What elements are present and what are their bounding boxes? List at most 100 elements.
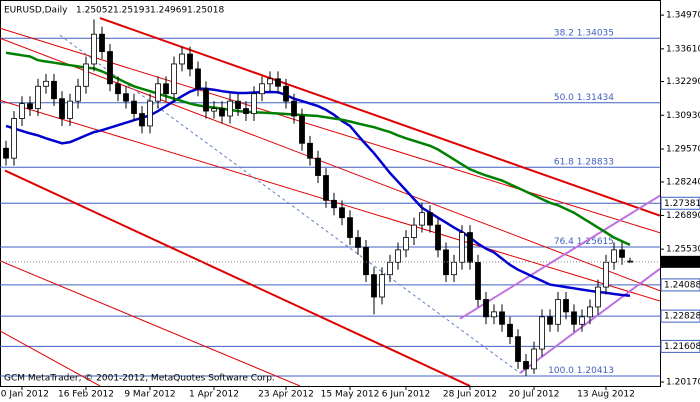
y-tick-label: 1.32290: [666, 77, 700, 87]
candle-body: [83, 63, 89, 87]
candle-body: [75, 85, 81, 102]
candle-body: [227, 100, 233, 117]
candle-body: [619, 249, 625, 258]
candle-body: [435, 224, 441, 251]
candle-body: [3, 147, 9, 159]
candle-body: [419, 212, 425, 226]
x-tick-label: 6 Jun 2012: [382, 390, 430, 400]
candle-body: [459, 232, 465, 263]
fib-label: 61.8 1.28833: [554, 157, 614, 167]
candle-body: [243, 108, 249, 114]
candle-body: [251, 93, 257, 114]
candle-body: [363, 247, 369, 276]
candle-body: [211, 108, 217, 112]
candle-body: [323, 175, 329, 201]
candle-body: [299, 115, 305, 144]
fib-level: 38.2: [554, 28, 574, 38]
candle-body: [547, 316, 553, 325]
x-tick-label: 9 Mar 2012: [124, 390, 175, 400]
trendline: [0, 330, 101, 386]
candle-body: [259, 83, 265, 95]
x-tick-label: 23 Apr 2012: [258, 390, 314, 400]
quote-low: 1.24969: [150, 6, 187, 16]
current-price-tag: [661, 255, 700, 268]
candle-body: [123, 93, 129, 102]
candle-body: [339, 207, 345, 219]
trendline: [99, 17, 660, 217]
candle-body: [147, 100, 153, 127]
price-tag: [660, 278, 700, 292]
candle-body: [35, 85, 41, 109]
candle-body: [443, 249, 449, 276]
price-tag-label: 1.24088: [664, 280, 700, 290]
candle-body: [531, 348, 537, 370]
current-price-label: 1.25018: [664, 257, 700, 267]
trendline: [459, 194, 660, 320]
candle-body: [275, 78, 281, 87]
candle-body: [267, 78, 273, 85]
plot-area: [0, 0, 661, 387]
candle-body: [411, 224, 417, 238]
candle-body: [203, 88, 209, 112]
candle-body: [291, 100, 297, 117]
fib-label: 38.2 1.34035: [554, 28, 614, 38]
y-tick-label: 1.20170: [666, 378, 700, 388]
candle-body: [451, 261, 457, 276]
quote-close: 1.25018: [187, 6, 224, 16]
candle-body: [587, 306, 593, 318]
y-tick-label: 1.29570: [666, 144, 700, 154]
fib-level: 100.0: [548, 366, 574, 376]
fib-label: 100.0 1.20413: [548, 366, 614, 376]
fib-level: 50.0: [554, 92, 574, 102]
x-tick-label: 16 Feb 2012: [58, 390, 114, 400]
candle-body: [91, 33, 97, 65]
candle-body: [563, 299, 569, 313]
candle-body: [307, 142, 313, 159]
candle-body: [467, 232, 473, 263]
y-tick-label: 1.34970: [666, 11, 700, 21]
price-tag-label: 1.22828: [664, 312, 700, 322]
candle-body: [331, 199, 337, 209]
candle-body: [187, 53, 193, 70]
candle-body: [107, 51, 113, 85]
fib-price: 1.31434: [577, 92, 614, 102]
fib-level: 76.4: [554, 237, 574, 247]
candle-body: [483, 299, 489, 318]
candle-body: [475, 261, 481, 300]
candle-body: [11, 118, 17, 159]
candle-body: [387, 261, 393, 276]
candle-body: [195, 68, 201, 90]
fib-price: 1.20413: [577, 366, 614, 376]
price-tag: [660, 309, 700, 323]
candle-body: [235, 100, 241, 109]
y-tick-label: 1.30930: [666, 111, 700, 121]
candle-body: [595, 286, 601, 308]
quote-open: 1.25052: [76, 6, 113, 16]
x-tick-label: 15 May 2012: [321, 390, 380, 400]
fib-label: 76.4 1.25615: [554, 237, 614, 247]
candle-body: [427, 212, 433, 226]
x-tick-label: 13 Aug 2012: [577, 390, 635, 400]
candle-body: [603, 261, 609, 288]
quote-high: 1.25193: [113, 6, 150, 16]
candle-body: [507, 323, 513, 338]
candle-body: [347, 217, 353, 238]
fib-price: 1.25615: [577, 237, 614, 247]
y-tick-label: 1.28240: [666, 177, 700, 187]
candle-body: [371, 274, 377, 298]
candle-body: [67, 100, 73, 119]
trendline: [4, 169, 471, 386]
candle-body: [355, 237, 361, 248]
trendline: [0, 99, 660, 302]
candle-body: [43, 80, 49, 87]
fib-price: 1.34035: [577, 28, 614, 38]
candle-body: [179, 53, 185, 65]
candle-body: [555, 299, 561, 325]
y-tick-label: 1.25530: [666, 245, 700, 255]
candle-body: [283, 85, 289, 102]
candle-body: [499, 311, 505, 325]
candle-body: [539, 316, 545, 350]
footer: GCM MetaTrader, © 2001-2012, MetaQuotes …: [4, 374, 275, 384]
candle-body: [395, 249, 401, 263]
